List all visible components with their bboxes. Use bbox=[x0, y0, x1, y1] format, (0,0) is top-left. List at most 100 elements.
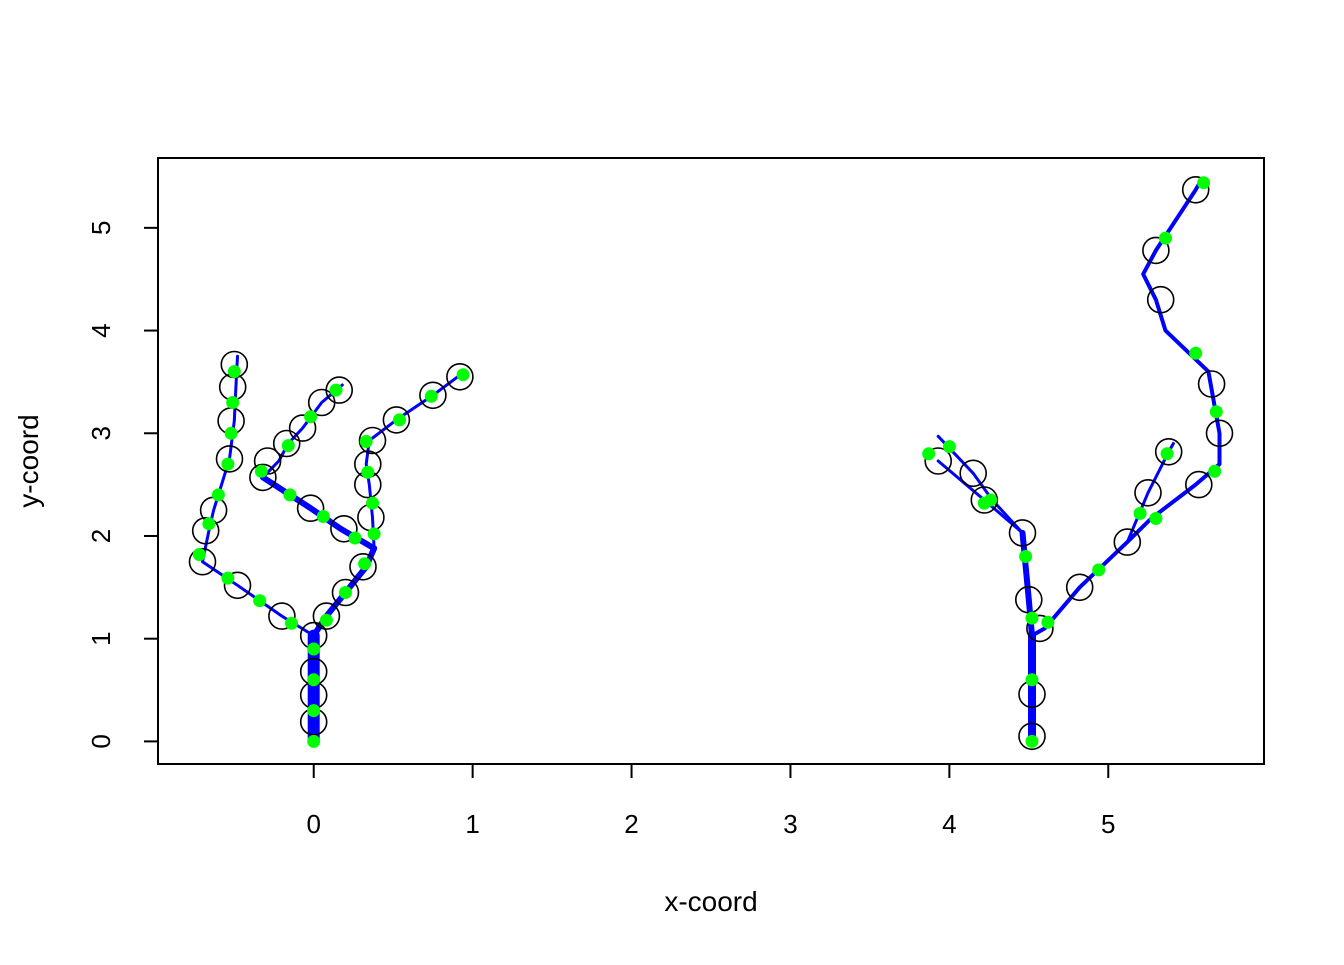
x-tick-label: 4 bbox=[942, 809, 956, 839]
y-axis: 0 1 2 3 4 5 bbox=[86, 221, 159, 749]
midpoint-dot-22 bbox=[227, 365, 241, 379]
midpoint-dot-6 bbox=[339, 586, 352, 599]
midpoint-dot-20 bbox=[224, 426, 238, 440]
midpoint-dot-48 bbox=[1159, 231, 1172, 245]
midpoint-dot-16 bbox=[192, 548, 206, 561]
node-circle-36 bbox=[1008, 519, 1037, 547]
node-circle-29 bbox=[382, 406, 411, 434]
midpoint-dot-36 bbox=[1019, 550, 1033, 563]
node-circle-21 bbox=[272, 429, 301, 458]
node-circle-31 bbox=[446, 362, 474, 391]
node-circle-46 bbox=[1197, 370, 1226, 398]
midpoint-dot-40 bbox=[922, 447, 936, 461]
midpoint-dot-9 bbox=[348, 531, 362, 545]
node-circle-24 bbox=[325, 376, 354, 404]
x-axis: 0 1 2 3 4 5 bbox=[306, 763, 1116, 839]
midpoint-dot-17 bbox=[202, 517, 216, 531]
midpoint-dot-32 bbox=[1025, 734, 1039, 748]
node-circle-48 bbox=[1142, 236, 1170, 265]
y-tick-label: 2 bbox=[86, 529, 116, 543]
midpoint-dot-46 bbox=[1209, 405, 1223, 419]
node-circle-38 bbox=[959, 459, 988, 488]
midpoint-dot-10 bbox=[316, 510, 330, 523]
x-tick-label: 5 bbox=[1101, 809, 1115, 839]
midpoint-dot-45 bbox=[1208, 464, 1222, 478]
node-circle-28 bbox=[358, 426, 387, 455]
node-circle-37 bbox=[970, 486, 999, 514]
midpoint-dots-layer bbox=[192, 176, 1223, 748]
midpoint-dot-35 bbox=[1041, 615, 1055, 629]
node-circle-41 bbox=[1113, 528, 1142, 556]
midpoint-dot-38 bbox=[977, 496, 991, 510]
midpoint-dot-12 bbox=[254, 464, 268, 478]
midpoint-dot-25 bbox=[329, 383, 343, 397]
midpoint-dot-47 bbox=[1189, 346, 1203, 360]
midpoint-dot-14 bbox=[253, 594, 267, 608]
midpoint-dot-42 bbox=[1133, 506, 1147, 520]
y-tick-label: 4 bbox=[86, 323, 116, 337]
midpoint-dot-30 bbox=[424, 389, 438, 403]
midpoint-dot-39 bbox=[942, 440, 956, 454]
node-circle-7 bbox=[349, 552, 377, 581]
node-circle-39 bbox=[924, 447, 953, 475]
x-tick-label: 0 bbox=[306, 809, 320, 839]
midpoint-dot-44 bbox=[1160, 447, 1174, 461]
midpoint-dot-11 bbox=[283, 488, 297, 502]
midpoint-dot-2 bbox=[307, 704, 321, 718]
midpoint-dot-49 bbox=[1197, 176, 1211, 190]
midpoint-dot-24 bbox=[304, 410, 318, 424]
plot-frame bbox=[157, 157, 1265, 765]
midpoint-dot-33 bbox=[1025, 673, 1039, 687]
node-circle-9 bbox=[296, 494, 325, 523]
node-circle-6 bbox=[331, 578, 360, 607]
node-circle-16 bbox=[215, 445, 244, 473]
branch-line-11 bbox=[936, 459, 1024, 535]
node-circles-layer bbox=[188, 176, 1234, 751]
midpoint-dot-3 bbox=[307, 673, 321, 687]
branch-line-8 bbox=[261, 383, 344, 479]
midpoint-dot-23 bbox=[281, 439, 295, 453]
branch-line-9 bbox=[364, 370, 467, 550]
midpoint-dot-18 bbox=[211, 488, 225, 502]
node-circle-22 bbox=[288, 414, 317, 442]
node-circle-49 bbox=[1181, 176, 1210, 204]
midpoint-dot-26 bbox=[366, 496, 379, 510]
branch-line-6 bbox=[1030, 179, 1222, 638]
node-circle-13 bbox=[188, 547, 217, 576]
node-circle-42 bbox=[1134, 478, 1162, 507]
x-tick-label: 1 bbox=[465, 809, 479, 839]
node-circle-44 bbox=[1185, 470, 1213, 499]
node-circle-8 bbox=[330, 514, 358, 543]
node-circle-30 bbox=[419, 381, 447, 410]
midpoint-dot-7 bbox=[358, 557, 372, 571]
midpoint-dot-19 bbox=[221, 457, 235, 471]
midpoint-dot-1 bbox=[307, 734, 321, 748]
node-circle-34 bbox=[1026, 614, 1054, 643]
midpoint-dot-31 bbox=[456, 368, 470, 382]
midpoint-dot-21 bbox=[226, 396, 240, 409]
x-axis-title: x-coord bbox=[664, 886, 757, 917]
midpoint-dot-28 bbox=[359, 435, 373, 448]
midpoint-dot-34 bbox=[1025, 611, 1039, 625]
midpoint-dot-41 bbox=[1092, 563, 1106, 577]
node-circle-10 bbox=[249, 463, 277, 492]
node-circle-20 bbox=[253, 447, 282, 475]
node-circle-45 bbox=[1205, 419, 1234, 448]
node-circle-12 bbox=[223, 571, 252, 600]
y-tick-label: 3 bbox=[86, 426, 116, 440]
midpoint-dot-4 bbox=[307, 642, 321, 656]
node-circle-32 bbox=[1018, 722, 1046, 751]
x-tick-label: 2 bbox=[624, 809, 638, 839]
node-circle-43 bbox=[1154, 437, 1183, 466]
y-tick-label: 5 bbox=[86, 221, 116, 235]
node-circle-47 bbox=[1146, 285, 1175, 314]
midpoint-dot-13 bbox=[285, 616, 298, 630]
midpoint-dot-27 bbox=[361, 465, 375, 479]
node-circle-5 bbox=[312, 602, 341, 630]
node-circle-11 bbox=[268, 602, 296, 630]
midpoint-dot-43 bbox=[1149, 512, 1163, 525]
y-axis-title: y-coord bbox=[13, 414, 44, 507]
node-circle-14 bbox=[191, 516, 220, 545]
